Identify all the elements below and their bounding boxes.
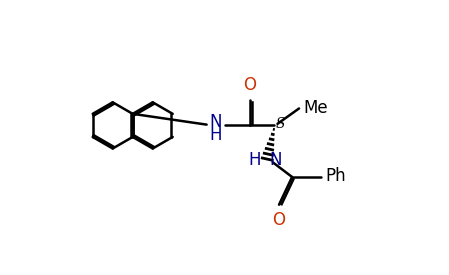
Text: N: N — [210, 113, 222, 131]
Text: H: H — [210, 126, 222, 144]
Text: H: H — [249, 151, 261, 169]
Text: N: N — [270, 151, 282, 169]
Text: O: O — [273, 211, 286, 229]
Text: S: S — [275, 117, 285, 131]
Text: Me: Me — [304, 99, 328, 117]
Text: O: O — [243, 76, 256, 94]
Text: Ph: Ph — [325, 167, 346, 185]
